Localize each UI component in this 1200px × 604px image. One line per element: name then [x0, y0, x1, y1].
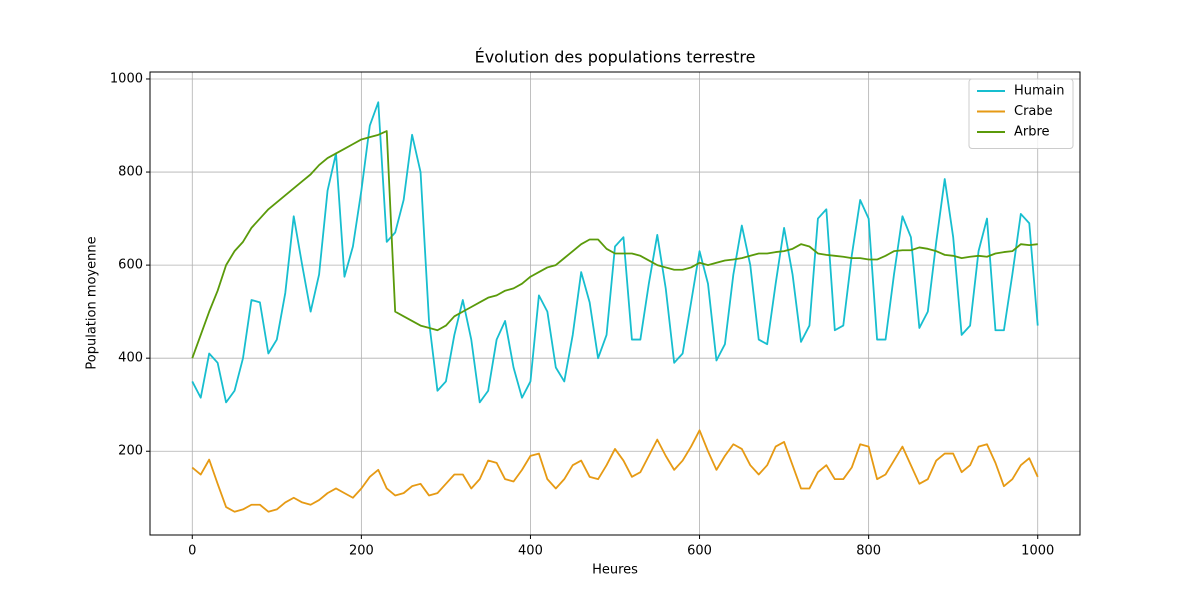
x-tick-label: 200	[349, 544, 374, 559]
data-line	[191, 429, 1039, 513]
x-axis-label: Heures	[592, 563, 638, 578]
y-axis-label: Population moyenne	[85, 236, 100, 369]
data-line	[191, 101, 1039, 404]
legend-label: Crabe	[1014, 104, 1053, 119]
legend: Humain Crabe Arbre	[968, 78, 1074, 149]
x-tick-label: 1000	[1021, 544, 1054, 559]
chart-title: Évolution des populations terrestre	[475, 48, 756, 67]
data-line	[191, 130, 1038, 359]
x-tick-label: 600	[687, 544, 712, 559]
x-tick-label: 800	[856, 544, 881, 559]
legend-label: Arbre	[1014, 125, 1050, 140]
y-tick-label: 400	[118, 351, 143, 366]
y-tick-label: 1000	[110, 71, 143, 86]
x-tick-label: 0	[188, 544, 196, 559]
y-tick-label: 800	[118, 165, 143, 180]
x-tick-label: 400	[518, 544, 543, 559]
y-tick-label: 200	[118, 444, 143, 459]
y-tick-label: 600	[118, 258, 143, 273]
legend-label: Humain	[1014, 84, 1065, 99]
axes-frame	[149, 71, 1081, 536]
